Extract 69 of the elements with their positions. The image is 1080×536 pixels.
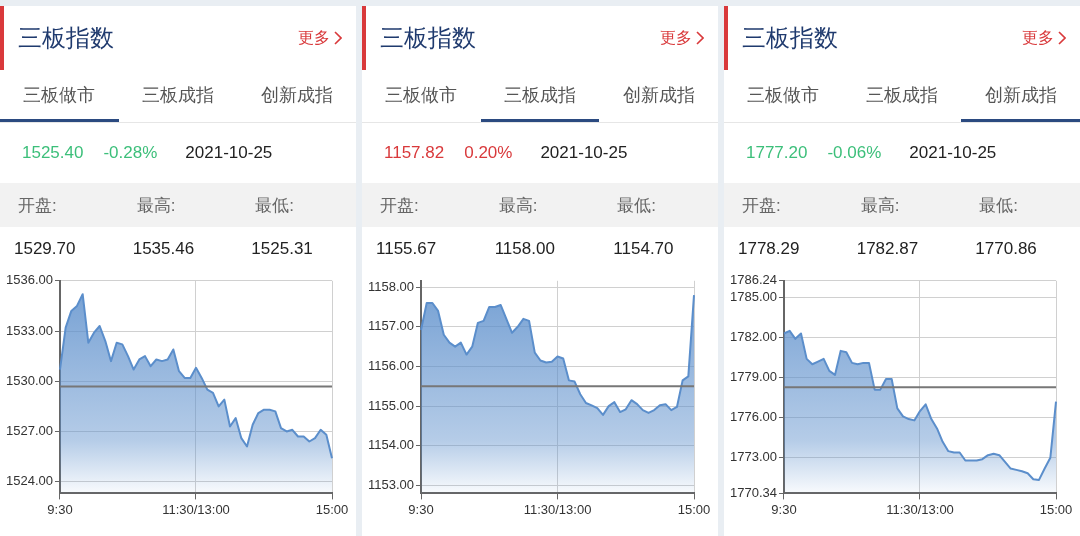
y-tick-label: 1536.00 (5, 272, 53, 288)
text: 更多 (298, 27, 330, 48)
text: 1157.82 (384, 143, 445, 163)
y-tick-label: 1773.00 (729, 449, 777, 465)
text: 1778.29 (737, 239, 801, 259)
x-tick-label: 15:00 (1039, 501, 1073, 517)
text: 开盘: (741, 194, 782, 217)
y-tick-label: 1782.00 (729, 329, 777, 345)
x-tick-label: 11:30/13:00 (162, 501, 230, 517)
text: 创新成指 (621, 83, 696, 107)
x-tick-label: 9:30 (47, 501, 73, 517)
text: 三板成指 (480, 70, 600, 122)
chart-title: 三板指数 (18, 23, 114, 53)
text: 1525.31 (250, 239, 314, 259)
text: 创新成指 (961, 70, 1080, 122)
text: 1770.86 (974, 239, 1038, 259)
y-tick-label: 1776.00 (729, 409, 777, 425)
text: 开盘: (379, 194, 420, 217)
text: 最高: (135, 194, 177, 217)
y-tick-label: 1153.00 (368, 477, 415, 493)
y-tick-label: 1770.34 (729, 484, 777, 500)
y-tick-label: 1154.00 (368, 437, 415, 453)
text: 最低: (978, 194, 1020, 217)
text: 0.20% (464, 143, 513, 163)
text: 三板成指 (865, 83, 939, 107)
text: 1154.70 (612, 239, 675, 259)
chart-title: 三板指数 (742, 23, 838, 53)
y-tick-label: 1155.00 (368, 397, 415, 413)
text: 开盘: (17, 194, 58, 217)
y-tick-label: 1530.00 (5, 372, 53, 388)
text: 1525.40 (22, 143, 84, 163)
text: 1535.46 (131, 239, 196, 259)
text: 最低: (616, 194, 658, 217)
text: 三板做市 (0, 70, 119, 122)
text: 创新成指 (259, 83, 334, 107)
text: 最高: (497, 194, 539, 217)
text: 1782.87 (855, 239, 920, 259)
text: -0.28% (103, 143, 158, 163)
y-tick-label: 1524.00 (5, 473, 53, 489)
text: 最高: (859, 194, 901, 217)
x-tick-label: 11:30/13:00 (886, 501, 954, 517)
y-tick-label: 1779.00 (729, 369, 777, 385)
text: 2021-10-25 (909, 143, 997, 163)
y-tick-label: 1533.00 (5, 322, 53, 338)
text: 1155.67 (375, 239, 438, 259)
y-tick-label: 1158.00 (368, 278, 415, 294)
x-tick-label: 15:00 (315, 501, 349, 517)
chart-title: 三板指数 (380, 23, 476, 53)
text: -0.06% (827, 143, 882, 163)
y-tick-label: 1527.00 (5, 423, 53, 439)
text: 更多 (660, 27, 692, 48)
text: 1529.70 (13, 239, 77, 259)
x-tick-label: 9:30 (771, 501, 797, 517)
text: 1158.00 (493, 239, 556, 259)
text: 最低: (254, 194, 296, 217)
x-tick-label: 15:00 (677, 501, 711, 517)
text: 2021-10-25 (540, 143, 628, 163)
y-tick-label: 1785.00 (729, 288, 777, 304)
text: 三板做市 (746, 83, 821, 107)
text: 三板做市 (384, 83, 459, 107)
text: 2021-10-25 (185, 143, 273, 163)
text: 1777.20 (746, 143, 808, 163)
y-tick-label: 1156.00 (368, 358, 415, 374)
y-tick-label: 1786.24 (729, 272, 777, 288)
x-tick-label: 11:30/13:00 (523, 501, 592, 517)
x-tick-label: 9:30 (408, 501, 434, 517)
text: 更多 (1022, 27, 1054, 48)
text: 三板成指 (141, 83, 215, 107)
y-tick-label: 1157.00 (368, 318, 415, 334)
